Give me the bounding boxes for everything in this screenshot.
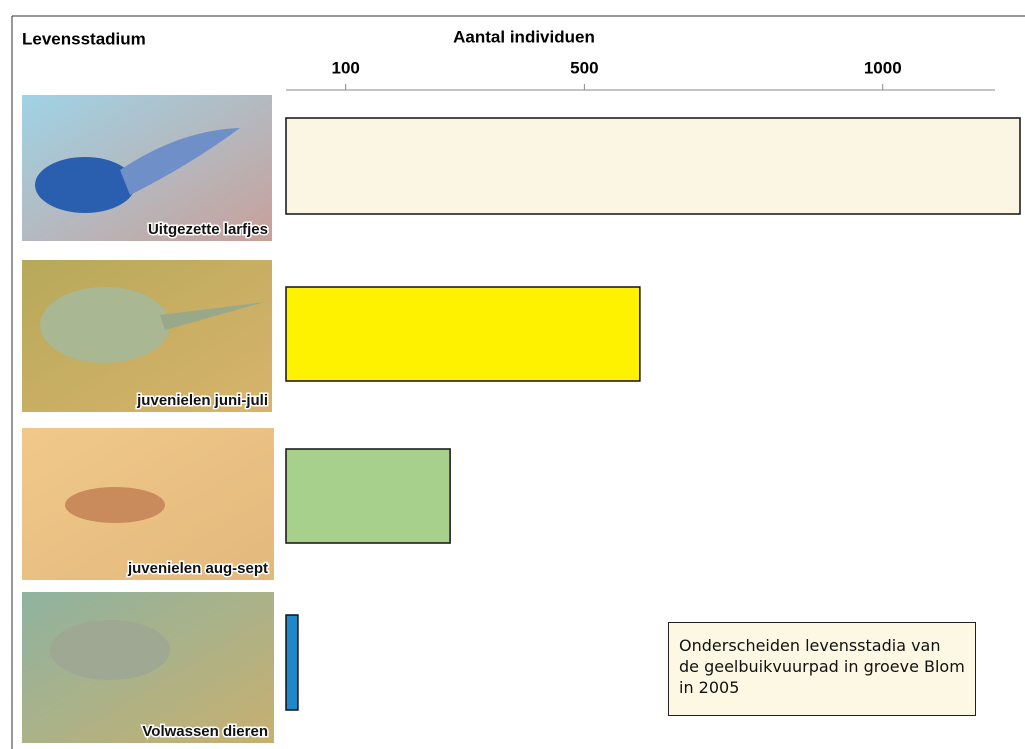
x-tick-label: 100: [331, 58, 359, 77]
photos: [22, 95, 274, 743]
bar: [285, 448, 451, 544]
category-label: juvenielen aug-sept: [127, 560, 268, 577]
photo-shape: [120, 128, 240, 195]
x-tick-label: 500: [570, 58, 598, 77]
x-tick-label: 1000: [864, 58, 902, 77]
axis-title: Aantal individuen: [453, 27, 595, 46]
bar: [285, 286, 641, 382]
photo-shape: [65, 487, 165, 523]
category-label: Volwassen dieren: [142, 723, 268, 740]
category-label: juvenielen juni-juli: [136, 392, 268, 409]
category-header: Levensstadium: [22, 29, 146, 48]
photo-shape: [50, 620, 170, 680]
bar: [285, 614, 299, 711]
bar: [285, 117, 1021, 215]
photo-shape: [160, 302, 265, 330]
photo-shape: [40, 287, 170, 363]
note-box: Onderscheiden levensstadia van de geelbu…: [668, 622, 976, 716]
photo-shape: [35, 157, 135, 213]
category-label: Uitgezette larfjes: [148, 221, 268, 238]
